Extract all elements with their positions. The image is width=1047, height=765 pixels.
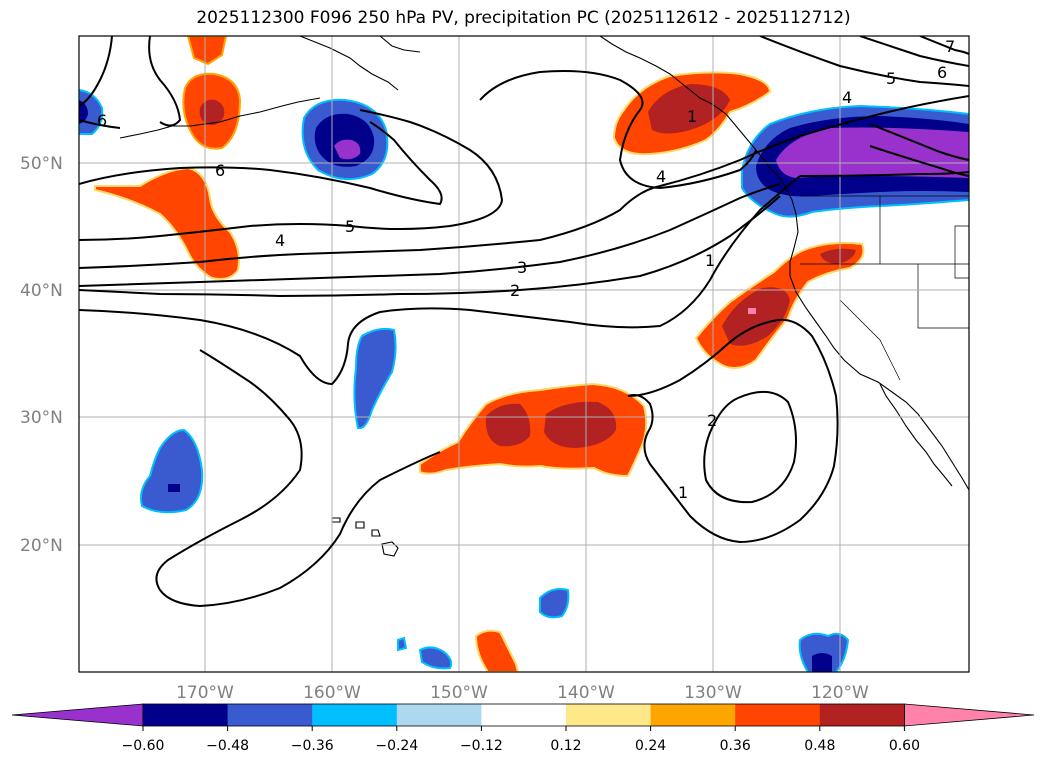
precip-positive-area: [94, 166, 240, 280]
lon-label: 130°W: [684, 683, 742, 703]
lat-label: 20°N: [20, 536, 63, 556]
precip-below-core: [776, 127, 969, 178]
colorbar-extend-high: [904, 703, 1035, 727]
contour-label: 1: [687, 107, 697, 126]
precip-negative-core: [79, 100, 88, 124]
colorbar-border: [142, 703, 905, 727]
colorbar-segment: [481, 704, 567, 726]
colorbar-tick-label: −0.60: [122, 738, 165, 754]
borders: [800, 195, 969, 381]
contour-label: 6: [97, 111, 107, 130]
map-title: 2025112300 F096 250 hPa PV, precipitatio…: [196, 8, 851, 28]
contour-labels: 6 6 5 4 3 2 1 4 4 5 6 7 1 2 1: [97, 37, 955, 502]
lat-label: 40°N: [20, 281, 63, 301]
precip-negative-core: [168, 484, 180, 492]
gridlines: [79, 36, 969, 672]
precip-negative-area: [418, 646, 453, 670]
colorbar-segment: [143, 704, 229, 726]
precip-negative-area: [539, 588, 570, 619]
contour-label: 7: [945, 37, 955, 56]
colorbar-tick-label: 0.48: [804, 738, 835, 754]
colorbar-tick-label: 0.12: [550, 738, 581, 754]
precip-positive-area: [186, 36, 228, 66]
precip-below-core: [334, 139, 361, 160]
pv-contours: [79, 36, 969, 608]
colorbar-segment: [819, 704, 905, 726]
coastlines: [119, 36, 969, 557]
colorbar-tick-label: 0.60: [889, 738, 920, 754]
contour-label: 5: [886, 69, 896, 88]
contour-label: 6: [215, 161, 225, 180]
colorbar-segment: [312, 704, 398, 726]
contour-label: 5: [345, 217, 355, 236]
lon-label: 140°W: [557, 683, 615, 703]
colorbar-tick-label: −0.12: [460, 738, 503, 754]
precip-shading: [79, 36, 969, 672]
latitude-labels: 50°N 40°N 30°N 20°N: [20, 154, 63, 556]
contour-label: 4: [842, 88, 852, 107]
contour-label: 3: [517, 258, 527, 277]
precip-positive-core: [820, 248, 856, 264]
colorbar-tick-label: −0.48: [206, 738, 249, 754]
precip-negative-area: [397, 636, 408, 652]
precip-above-core: [748, 308, 756, 314]
contour-label: 1: [705, 251, 715, 270]
precip-negative-area: [798, 632, 850, 672]
colorbar-extend-low: [11, 703, 144, 727]
lat-label: 50°N: [20, 154, 63, 174]
contour-label: 4: [656, 167, 666, 186]
precip-positive-core: [544, 401, 617, 448]
precip-positive-core: [722, 287, 790, 346]
lat-label: 30°N: [20, 408, 63, 428]
precip-negative-core: [812, 653, 832, 672]
colorbar-tick-label: −0.36: [291, 738, 334, 754]
colorbar-segment: [566, 704, 652, 726]
colorbar-tick-label: 0.36: [720, 738, 751, 754]
colorbar-segment: [396, 704, 482, 726]
colorbar-tick-label: 0.24: [635, 738, 666, 754]
colorbar-segment: [735, 704, 821, 726]
lon-label: 120°W: [811, 683, 869, 703]
contour-label: 2: [707, 411, 717, 430]
precip-negative-area: [140, 428, 204, 514]
lon-label: 170°W: [176, 683, 234, 703]
contour-label: 6: [937, 63, 947, 82]
lon-label: 160°W: [303, 683, 361, 703]
precip-positive-core: [485, 403, 531, 447]
colorbar-segment: [650, 704, 736, 726]
contour-label: 1: [678, 483, 688, 502]
precip-positive-area: [474, 629, 520, 672]
contour-label: 2: [510, 281, 520, 300]
precip-positive-core: [199, 99, 225, 125]
colorbar-segment: [227, 704, 313, 726]
colorbar: −0.60 −0.48 −0.36 −0.24 −0.12 0.12 0.24 0.36 0.4…: [11, 703, 1035, 754]
lon-label: 150°W: [430, 683, 488, 703]
longitude-labels: 170°W 160°W 150°W 140°W 130°W 120°W: [176, 683, 869, 703]
precip-positive-core: [648, 84, 730, 134]
colorbar-tick-label: −0.24: [375, 738, 418, 754]
map-border: [78, 35, 970, 673]
precip-negative-area: [353, 327, 397, 430]
contour-label: 4: [275, 231, 285, 250]
